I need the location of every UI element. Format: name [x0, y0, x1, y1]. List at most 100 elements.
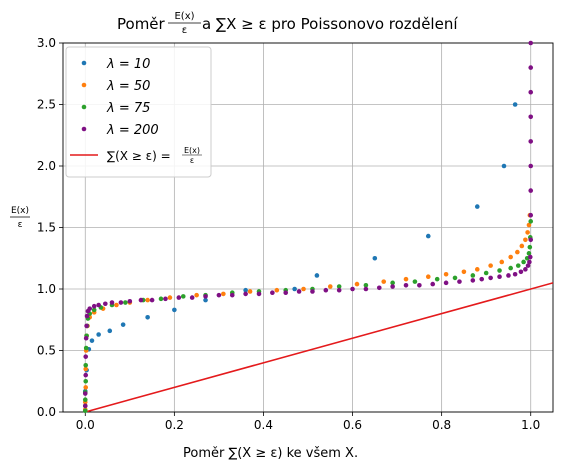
data-point — [221, 291, 226, 297]
legend-marker — [81, 60, 87, 66]
y-tick-label: 0.5 — [37, 344, 56, 358]
data-point — [194, 292, 199, 298]
data-point — [243, 291, 248, 297]
legend-frac-den: ε — [190, 156, 194, 165]
data-point — [109, 300, 115, 305]
data-point — [310, 289, 315, 294]
title-frac-den: ε — [182, 25, 187, 36]
data-point — [417, 283, 422, 288]
y-tick-label: 1.5 — [37, 221, 56, 235]
x-tick-label: 0.0 — [76, 418, 95, 432]
data-point — [158, 296, 164, 302]
data-point — [91, 307, 97, 313]
title-prefix: Poměr — [117, 15, 166, 33]
data-point — [327, 284, 333, 289]
legend-marker — [81, 126, 87, 132]
data-point — [243, 287, 248, 293]
data-point — [376, 285, 382, 291]
data-point — [83, 335, 89, 341]
data-point — [521, 259, 526, 265]
data-point — [512, 271, 518, 277]
data-point — [83, 362, 89, 368]
data-point — [89, 338, 95, 343]
data-point — [425, 233, 431, 239]
legend-label: λ = 50 — [106, 79, 150, 94]
data-point — [390, 280, 395, 286]
data-point — [483, 270, 489, 276]
data-point — [350, 286, 355, 292]
data-point — [172, 307, 177, 313]
data-point — [274, 287, 280, 293]
data-point — [526, 222, 532, 228]
data-point — [497, 268, 502, 273]
data-point — [314, 273, 320, 278]
data-point — [216, 292, 222, 298]
data-point — [163, 296, 168, 302]
legend: λ = 10 λ = 50 λ = 75 λ = 200 ∑(X ≥ ε) = E(x)… — [65, 46, 212, 178]
legend-label: λ = 10 — [106, 57, 150, 72]
data-point — [301, 286, 306, 292]
data-point — [296, 289, 302, 294]
data-point — [83, 378, 89, 384]
data-point — [96, 332, 101, 337]
legend-frac-num: E(x) — [184, 146, 200, 155]
data-point — [82, 391, 88, 396]
data-point — [525, 263, 531, 268]
data-point — [528, 65, 534, 70]
data-point — [425, 274, 431, 280]
data-point — [526, 251, 532, 256]
data-point — [270, 290, 275, 295]
data-point — [114, 302, 119, 308]
data-point — [528, 139, 534, 144]
series-2 — [82, 219, 534, 414]
data-point — [474, 204, 480, 209]
x-axis-label: Poměr ∑(X ≥ ε) ke všem X. — [183, 446, 358, 461]
data-point — [91, 303, 97, 309]
data-point — [518, 269, 524, 275]
series-3 — [82, 40, 534, 409]
data-point — [120, 322, 126, 327]
data-point — [363, 283, 369, 288]
data-point — [470, 278, 476, 283]
data-point — [118, 300, 124, 305]
reference-line-path — [85, 282, 553, 412]
data-point — [381, 279, 387, 284]
y-tick-label: 2.0 — [37, 159, 56, 173]
y-axis-label-den: ε — [18, 220, 23, 230]
data-point — [83, 385, 89, 390]
data-point — [488, 263, 493, 268]
y-tick-label: 3.0 — [37, 36, 56, 50]
x-tick-label: 0.2 — [165, 418, 184, 432]
data-point — [527, 259, 532, 265]
data-point — [83, 354, 89, 359]
data-point — [506, 273, 511, 278]
data-point — [283, 290, 289, 295]
data-point — [519, 243, 525, 249]
data-point — [103, 301, 108, 307]
data-point — [83, 345, 89, 351]
data-point — [523, 267, 528, 272]
data-point — [83, 366, 89, 372]
data-point — [189, 295, 195, 300]
data-point — [123, 300, 128, 305]
x-tick-label: 1.0 — [521, 418, 540, 432]
data-point — [167, 295, 173, 300]
data-point — [412, 279, 418, 284]
data-point — [527, 254, 533, 260]
data-point — [403, 283, 409, 288]
data-point — [488, 275, 493, 281]
reference-line — [85, 282, 553, 412]
data-point — [145, 297, 150, 303]
x-axis: 0.0 0.2 0.4 0.6 0.8 1.0 — [76, 412, 540, 432]
data-point — [82, 397, 88, 403]
data-point — [512, 102, 518, 107]
data-point — [107, 328, 113, 334]
data-point — [499, 259, 505, 265]
data-point — [180, 294, 186, 299]
data-point — [528, 163, 534, 169]
data-point — [247, 289, 253, 294]
data-point — [363, 286, 369, 292]
data-point — [87, 306, 93, 311]
data-point — [390, 284, 395, 289]
